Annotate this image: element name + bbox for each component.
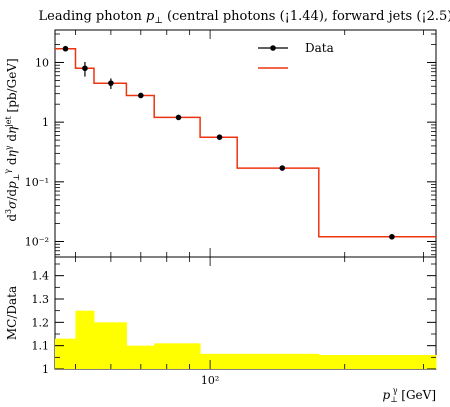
ratio-band-bin	[75, 310, 95, 369]
ratio-y-tick-label: 1.4	[32, 270, 50, 283]
legend-data-marker	[270, 45, 276, 51]
ratio-plot-area	[55, 310, 437, 369]
ratio-y-tick-label: 1.1	[32, 340, 50, 353]
x-axis-label: p⊥γ [GeV]	[382, 386, 436, 404]
data-point	[82, 65, 88, 72]
data-point	[108, 80, 114, 86]
ratio-band-bin	[126, 345, 155, 369]
y-tick-label: 1	[42, 116, 49, 129]
data-point	[279, 165, 286, 171]
data-point	[62, 45, 69, 52]
legend: Data	[258, 41, 334, 69]
mc-step-line	[55, 47, 436, 238]
y-tick-label: 10	[35, 56, 49, 69]
main-plot-frame	[54, 29, 437, 258]
main-axis-ticks: 10⁻² 10⁻¹ 1 10	[25, 30, 436, 257]
legend-label-data: Data	[305, 41, 334, 55]
data-point	[138, 92, 144, 99]
main-y-axis-label: d3σ/dp⊥γ dηγ dηjet [pb/GeV]	[3, 58, 21, 221]
ratio-axis-ticks: 1 1.1 1.2 1.3 1.4 10²	[32, 257, 436, 387]
ratio-band-bin	[318, 355, 437, 369]
data-point	[175, 114, 182, 121]
ratio-y-axis-label: MC/Data	[5, 286, 19, 340]
data-point	[389, 233, 395, 240]
data-point	[216, 134, 223, 140]
y-tick-label: 10⁻¹	[25, 176, 49, 189]
ratio-band-bin	[200, 353, 238, 369]
main-plot-area	[55, 45, 436, 240]
x-tick-label: 10²	[201, 374, 219, 387]
ratio-y-tick-label: 1.3	[32, 293, 50, 306]
ratio-band-bin	[154, 343, 201, 369]
ratio-band-bin	[93, 322, 127, 369]
ratio-y-tick-label: 1.2	[32, 316, 50, 329]
y-tick-label: 10⁻²	[25, 236, 49, 249]
ratio-y-tick-label: 1	[42, 363, 49, 376]
ratio-band-bin	[237, 353, 320, 369]
ratio-band-bin	[55, 338, 76, 369]
chart-title: Leading photon p⊥ (central photons (¡1.4…	[39, 9, 450, 26]
